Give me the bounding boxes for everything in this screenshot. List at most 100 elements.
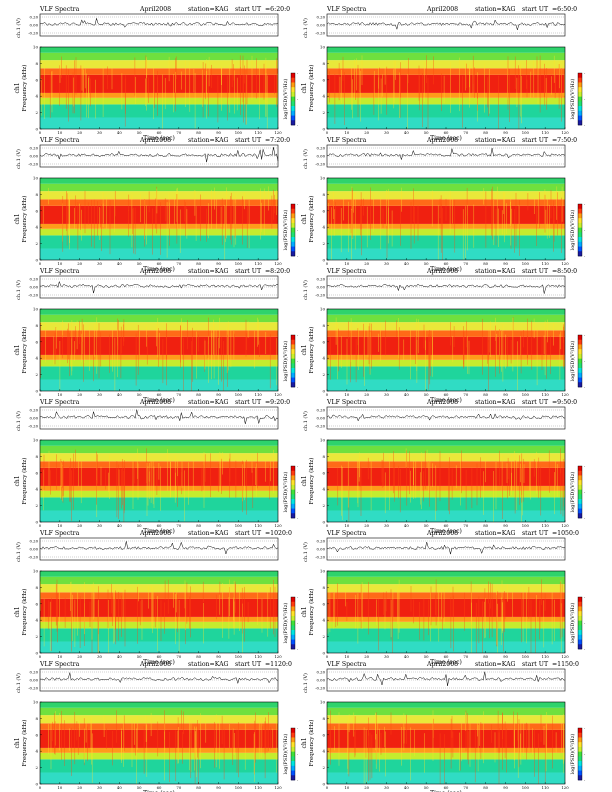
y-tick-label: 8 <box>35 454 38 459</box>
colorbar-segment <box>291 475 295 481</box>
x-tick-label: 110 <box>255 523 263 528</box>
y-tick-label: 6 <box>35 732 38 737</box>
colorbar-segment <box>291 597 295 603</box>
colorbar-tick-label: - <box>584 334 586 338</box>
x-tick-label: 40 <box>404 785 409 790</box>
spectra-panel: VLF Spectra April2008 station=KAG start UT =… <box>301 530 586 666</box>
panel-date: April2008 <box>426 268 458 275</box>
colorbar-segment <box>578 77 582 83</box>
colorbar-frame <box>577 334 583 388</box>
y-tick-label: 0 <box>322 782 325 787</box>
colorbar-segment <box>291 639 295 645</box>
spectra-panel: VLF Spectra April2008 station=KAG start UT =… <box>301 268 586 404</box>
y-tick-label: 2 <box>322 110 325 115</box>
x-axis-label: Time (sec) <box>430 528 462 535</box>
x-tick-label: 50 <box>137 130 142 135</box>
panel-start-label: start UT <box>522 137 549 144</box>
spectrogram-band <box>40 97 278 105</box>
colorbar-segment <box>291 237 295 243</box>
colorbar-segment <box>578 615 582 621</box>
x-tick-label: 90 <box>216 261 221 266</box>
x-tick-label: 110 <box>542 523 550 528</box>
waveform-trace <box>326 413 566 422</box>
y-tick-label: 4 <box>322 618 325 623</box>
spectrogram-band <box>327 74 565 93</box>
y-tick-label: 8 <box>35 61 38 66</box>
spectrogram-band <box>40 117 278 129</box>
colorbar-segment <box>291 110 295 116</box>
spectrogram-band <box>327 248 565 260</box>
panel-date: April2008 <box>426 661 458 668</box>
x-tick-label: 0 <box>326 654 329 659</box>
colorbar-segment <box>291 241 295 247</box>
x-tick-label: 20 <box>77 785 82 790</box>
colorbar-segment <box>578 630 582 636</box>
x-tick-label: 120 <box>274 261 282 266</box>
x-tick-label: 120 <box>274 785 282 790</box>
panel-start-label: start UT <box>235 268 262 275</box>
colorbar-segment <box>578 382 582 388</box>
colorbar-frame <box>577 465 583 519</box>
x-tick-label: 80 <box>483 785 488 790</box>
y-axis-label: Frequency (kHz) <box>308 720 315 767</box>
y-tick-label: 8 <box>35 716 38 721</box>
spectra-panel: VLF Spectra April2008 station=KAG start UT =… <box>14 661 299 792</box>
spectrogram-band <box>40 759 278 773</box>
y-tick-label: 8 <box>322 716 325 721</box>
y-tick-label: 6 <box>35 208 38 213</box>
x-tick-label: 50 <box>137 523 142 528</box>
colorbar-segment <box>578 765 582 771</box>
spectrogram-band <box>40 336 278 355</box>
x-tick-label: 120 <box>274 654 282 659</box>
waveform-tick-label: 0.20 <box>317 408 326 413</box>
x-tick-label: 60 <box>157 523 162 528</box>
spectra-panel: VLF Spectra April2008 station=KAG start UT =… <box>14 137 299 273</box>
x-tick-label: 100 <box>522 130 530 135</box>
x-axis-label: Time (sec) <box>430 397 462 404</box>
spectrogram-band <box>327 178 565 184</box>
colorbar-segment <box>578 503 582 509</box>
y-tick-label: 0 <box>35 782 38 787</box>
waveform-axis-label: ch.1 (V) <box>15 411 22 431</box>
colorbar-segment <box>578 232 582 238</box>
spectrogram-band <box>40 752 278 760</box>
x-tick-label: 90 <box>503 654 508 659</box>
waveform-tick-label: 0.00 <box>317 416 326 421</box>
waveform-trace <box>326 148 566 161</box>
colorbar-segment <box>578 335 582 341</box>
panel-title: VLF Spectra <box>39 530 80 537</box>
x-tick-label: 50 <box>424 130 429 135</box>
x-tick-label: 70 <box>176 654 181 659</box>
y-tick-label: 8 <box>322 323 325 328</box>
spectrogram-band <box>40 445 278 454</box>
panel-station: station=KAG <box>475 137 516 144</box>
x-tick-label: 40 <box>117 130 122 135</box>
spectrogram-band <box>40 68 278 75</box>
colorbar-tick-label: - <box>584 203 586 207</box>
spectrogram-band <box>327 191 565 200</box>
x-tick-label: 110 <box>255 654 263 659</box>
spectrogram-band <box>40 379 278 391</box>
colorbar-segment <box>578 251 582 257</box>
x-tick-label: 10 <box>57 392 62 397</box>
x-tick-label: 110 <box>255 785 263 790</box>
x-tick-label: 40 <box>404 654 409 659</box>
waveform-tick-label: 0.00 <box>317 678 326 683</box>
y-tick-label: 4 <box>35 225 38 230</box>
colorbar-segment <box>578 484 582 490</box>
spectrogram-band <box>327 52 565 61</box>
x-tick-label: 20 <box>77 654 82 659</box>
panel-start-ut: =1020:0 <box>265 530 292 537</box>
spectrogram-band <box>327 336 565 355</box>
colorbar-segment <box>291 499 295 505</box>
panel-start-label: start UT <box>235 137 262 144</box>
spectrogram-band <box>327 453 565 462</box>
x-tick-label: 110 <box>542 392 550 397</box>
x-tick-label: 110 <box>255 130 263 135</box>
spectrogram-band <box>40 723 278 730</box>
y-tick-label: 6 <box>322 601 325 606</box>
waveform-axis-label: ch.1 (V) <box>302 149 309 169</box>
colorbar-segment <box>578 470 582 476</box>
colorbar-segment <box>291 339 295 345</box>
y-tick-label: 4 <box>322 356 325 361</box>
